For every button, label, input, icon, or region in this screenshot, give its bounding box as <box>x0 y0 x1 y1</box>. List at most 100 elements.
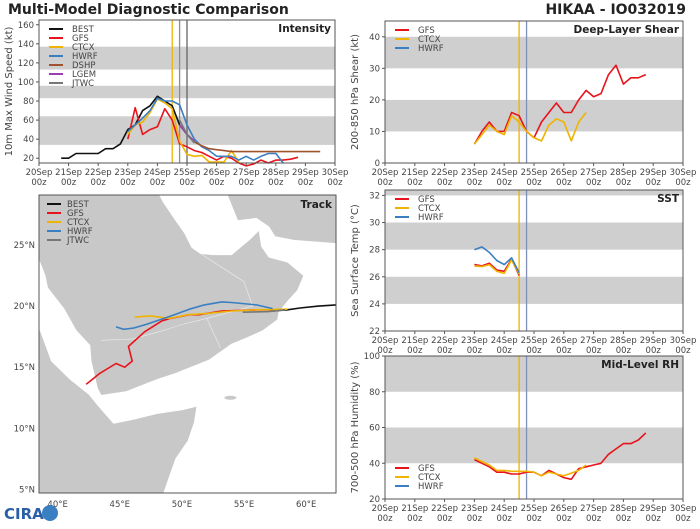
x-tick-label-date: 24Sep <box>491 504 518 514</box>
x-tick-label-date: 24Sep <box>491 168 518 178</box>
x-tick-label-hour: 00z <box>61 178 77 188</box>
plot-area <box>385 190 683 331</box>
series-line-ctcx <box>474 457 587 477</box>
x-tick-label-date: 21Sep <box>55 168 82 178</box>
x-tick-label-date: 20Sep <box>26 168 53 178</box>
country-border <box>206 318 221 348</box>
figure-title: Multi-Model Diagnostic Comparison <box>8 2 289 18</box>
y-tick-label: 100 <box>18 78 34 88</box>
panel-title: Track <box>301 199 333 211</box>
x-tick-label-date: 23Sep <box>461 504 488 514</box>
x-tick-label-hour: 00z <box>497 346 513 356</box>
y-tick-label: 160 <box>18 21 34 31</box>
map-content <box>39 195 336 493</box>
y-tick-label: 28 <box>369 246 380 256</box>
x-tick-label-date: 20Sep <box>372 168 399 178</box>
x-tick-label-date: 27Sep <box>580 168 607 178</box>
legend-label-hwrf: HWRF <box>418 482 444 492</box>
legend-label-gfs: GFS <box>418 464 435 474</box>
x-tick-label-date: 29Sep <box>292 168 319 178</box>
legend-label-hwrf: HWRF <box>418 213 444 223</box>
x-tick-label-date: 29Sep <box>640 336 667 346</box>
x-tick-label-hour: 00z <box>179 178 195 188</box>
x-tick-label-hour: 00z <box>298 178 314 188</box>
x-tick-label-hour: 00z <box>586 346 602 356</box>
x-tick-label-hour: 00z <box>646 346 662 356</box>
y-axis-label: Sea Surface Temp (°C) <box>350 204 361 317</box>
lat-tick-label: 15°N <box>14 363 35 373</box>
shaded-band <box>385 427 683 464</box>
x-tick-label-hour: 00z <box>377 514 393 524</box>
x-tick-label-hour: 00z <box>437 178 453 188</box>
track-line-jtwc <box>242 309 286 313</box>
map-frame <box>38 194 337 494</box>
x-tick-label-date: 28Sep <box>610 168 637 178</box>
x-tick-label-hour: 00z <box>209 178 225 188</box>
series-line-gfs <box>474 432 647 481</box>
series-line-jtwc <box>178 119 196 144</box>
x-tick-label-date: 22Sep <box>431 168 458 178</box>
x-tick-label-hour: 00z <box>675 346 691 356</box>
y-tick-label: 22 <box>369 327 380 337</box>
x-tick-label-date: 21Sep <box>401 504 428 514</box>
y-tick-label: 0 <box>375 159 380 169</box>
y-tick-label: 80 <box>369 388 380 398</box>
lat-tick-label: 20°N <box>14 302 35 312</box>
y-tick-label: 40 <box>23 135 34 145</box>
cira-logo-text: CIRA <box>4 505 44 523</box>
y-tick-label: 40 <box>369 459 380 469</box>
x-tick-label-date: 29Sep <box>640 168 667 178</box>
shaded-band <box>385 276 683 304</box>
x-tick-label-hour: 00z <box>556 178 572 188</box>
legend-label-gfs: GFS <box>418 195 435 205</box>
lon-tick-label: 40°E <box>47 500 67 510</box>
y-tick-label: 30 <box>369 219 380 229</box>
y-tick-label: 24 <box>369 300 380 310</box>
track-line-hwrf <box>115 301 273 331</box>
x-tick-label-hour: 00z <box>616 514 632 524</box>
y-tick-label: 100 <box>364 352 380 362</box>
x-tick-label-date: 28Sep <box>262 168 289 178</box>
x-tick-label-date: 27Sep <box>580 336 607 346</box>
lon-tick-label: 60°E <box>296 500 316 510</box>
panel-title: Intensity <box>278 23 331 35</box>
y-axis-label: 10m Max Wind Speed (kt) <box>4 26 15 156</box>
x-tick-label-hour: 00z <box>407 178 423 188</box>
series-line-hwrf <box>127 97 284 164</box>
land-socotra <box>224 395 237 400</box>
y-tick-label: 20 <box>369 96 380 106</box>
panel-title: Mid-Level RH <box>601 359 679 371</box>
lon-tick-label: 55°E <box>234 500 254 510</box>
legend-label-best: BEST <box>72 25 95 35</box>
x-tick-label-date: 22Sep <box>431 336 458 346</box>
x-tick-label-date: 27Sep <box>580 504 607 514</box>
x-tick-label-date: 27Sep <box>233 168 260 178</box>
shaded-band <box>385 190 683 196</box>
x-tick-label-date: 26Sep <box>550 168 577 178</box>
x-tick-label-hour: 00z <box>586 178 602 188</box>
x-tick-label-hour: 00z <box>646 178 662 188</box>
land-iran <box>227 195 336 244</box>
cira-globe-icon <box>42 505 58 521</box>
series-line-hwrf <box>474 246 520 274</box>
legend-label-jtwc: JTWC <box>66 236 89 246</box>
legend-label-hwrf: HWRF <box>418 44 444 54</box>
x-tick-label-hour: 00z <box>467 346 483 356</box>
legend-label-hwrf: HWRF <box>67 227 93 237</box>
legend-label-gfs: GFS <box>72 34 89 44</box>
x-tick-label-hour: 00z <box>586 514 602 524</box>
x-tick-label-date: 21Sep <box>401 168 428 178</box>
y-tick-label: 140 <box>18 40 34 50</box>
panel-title: SST <box>657 193 680 205</box>
x-tick-label-hour: 00z <box>239 178 255 188</box>
series-line-gfs <box>473 64 647 145</box>
x-tick-label-date: 23Sep <box>114 168 141 178</box>
legend-label-jtwc: JTWC <box>71 79 94 89</box>
x-tick-label-date: 23Sep <box>461 336 488 346</box>
lon-tick-label: 50°E <box>172 500 192 510</box>
shaded-band <box>385 99 683 132</box>
x-tick-label-date: 30Sep <box>670 168 697 178</box>
panels: 2040608010012014016020Sep00z21Sep00z22Se… <box>4 19 697 524</box>
panel-track: 40°E 45°E 50°E 55°E 60°E 5°N 10°N 15°N 20°N 25°N T… <box>14 194 337 510</box>
y-tick-label: 20 <box>369 495 380 505</box>
